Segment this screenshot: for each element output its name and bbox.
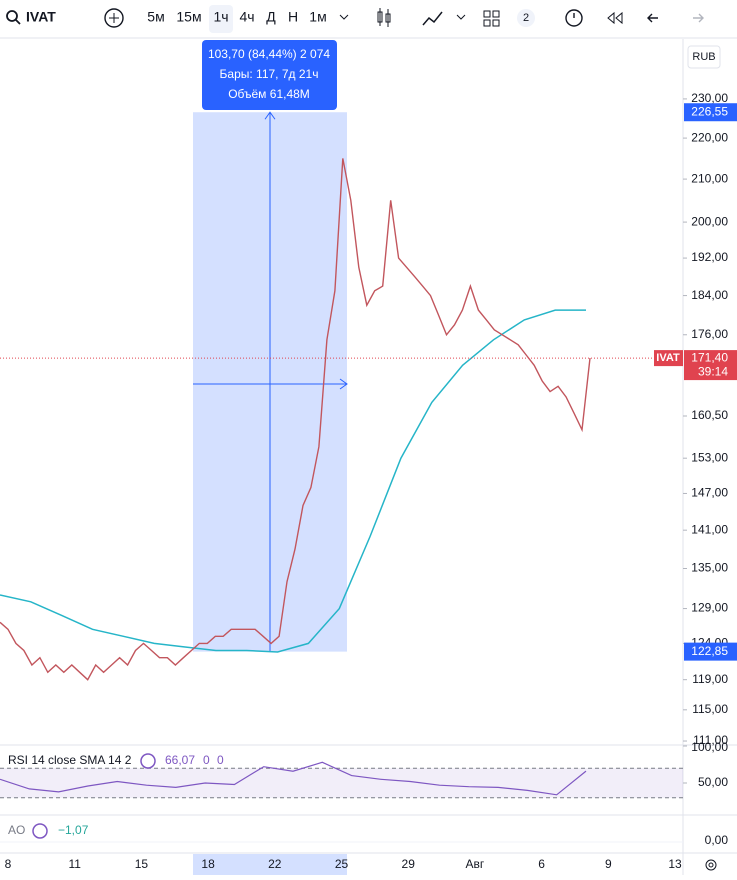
- rsi-icon: [140, 753, 156, 769]
- x-tick-label: 29: [402, 857, 416, 871]
- intervals-menu[interactable]: [339, 14, 349, 20]
- y-tick-label: 192,00: [691, 250, 728, 264]
- y-tick-label: 176,00: [691, 327, 728, 341]
- ao-tick-label: 0,00: [705, 833, 729, 847]
- symbol[interactable]: IVAT: [26, 9, 56, 25]
- ao-icon: [32, 823, 48, 839]
- x-tick-label: 15: [135, 857, 149, 871]
- y-tick-label: 160,50: [691, 408, 728, 422]
- rsi-param: 0: [203, 753, 210, 767]
- settings[interactable]: [705, 859, 717, 871]
- price-axis: [683, 39, 737, 875]
- measure-price-tag: [684, 642, 737, 661]
- x-tick-label: 13: [668, 857, 682, 871]
- countdown: 39:14: [698, 364, 728, 378]
- ao-title: AO: [8, 823, 25, 837]
- currency-button[interactable]: [687, 45, 721, 69]
- interval[interactable]: 1ч: [213, 9, 228, 25]
- layout-badge[interactable]: [517, 9, 535, 27]
- measure-price-tag: [684, 103, 737, 122]
- indicators[interactable]: [422, 11, 443, 26]
- rsi-line: [0, 761, 587, 796]
- redo[interactable]: [693, 13, 704, 23]
- last-price-label: 171,40: [691, 350, 728, 364]
- undo[interactable]: [647, 13, 658, 23]
- y-tick-label: 220,00: [691, 130, 728, 144]
- last-price-tag: [684, 350, 737, 381]
- x-tick-label: 11: [68, 857, 81, 871]
- measure-arrow: [264, 111, 276, 120]
- y-tick-label: 119,00: [692, 672, 728, 686]
- y-tick-label: 135,00: [691, 561, 728, 575]
- alert[interactable]: [565, 9, 583, 27]
- moving-average: [0, 309, 586, 653]
- indicators-menu[interactable]: [456, 14, 466, 20]
- replay[interactable]: [607, 11, 623, 25]
- x-tick-label: 22: [268, 857, 282, 871]
- y-tick-label: 210,00: [691, 171, 728, 185]
- rsi-param: 0: [217, 753, 224, 767]
- measure-text: Бары: 117, 7д 21ч: [220, 67, 319, 81]
- measure-text: Объём 61,48M: [228, 87, 310, 101]
- rsi-title: RSI 14 close SMA 14 2: [8, 753, 132, 767]
- rsi-tick-label: 100,00: [691, 740, 728, 754]
- y-tick-label: 141,00: [691, 522, 728, 536]
- y-tick-label: 129,00: [691, 601, 728, 615]
- x-tick-label: 18: [201, 857, 215, 871]
- y-tick-label: 147,00: [691, 486, 728, 500]
- symbol-tag: [654, 350, 683, 367]
- y-tick-label: 115,00: [692, 702, 728, 716]
- rsi-tick-label: 50,00: [698, 775, 728, 789]
- y-tick-label: 200,00: [691, 214, 728, 228]
- measure-price-label: 226,55: [691, 104, 728, 118]
- price-line: [0, 158, 591, 681]
- rsi-band: [0, 768, 683, 798]
- search-icon[interactable]: [6, 10, 21, 25]
- interval-active: [209, 5, 233, 33]
- interval[interactable]: 4ч: [239, 9, 254, 25]
- y-tick-label: 184,00: [691, 288, 728, 302]
- add-symbol[interactable]: [104, 8, 124, 28]
- x-tick-label: 9: [605, 857, 612, 871]
- x-tick-label: 8: [5, 857, 12, 871]
- toolbar: [0, 0, 737, 38]
- interval[interactable]: 1м: [309, 9, 326, 25]
- interval[interactable]: Н: [288, 9, 298, 25]
- y-tick-label: 111,00: [693, 733, 728, 747]
- interval[interactable]: 5м: [147, 9, 164, 25]
- ao-value: −1,07: [58, 823, 89, 837]
- x-tick-label: Авг: [466, 857, 485, 871]
- time-range-highlight: [193, 854, 347, 875]
- interval[interactable]: Д: [266, 9, 276, 25]
- symbol-tag-label: IVAT: [656, 352, 680, 364]
- layout-count: 2: [523, 12, 529, 24]
- chart-type[interactable]: [377, 8, 391, 27]
- layouts[interactable]: [483, 10, 500, 27]
- x-tick-label: 25: [335, 857, 349, 871]
- y-tick-label: 153,00: [691, 450, 728, 464]
- interval[interactable]: 15м: [176, 9, 201, 25]
- measure-text: 103,70 (84,44%) 2 074: [208, 47, 330, 61]
- rsi-value: 66,07: [165, 753, 195, 767]
- y-tick-label: 230,00: [691, 91, 728, 105]
- measure-tooltip: [202, 40, 337, 110]
- x-tick-label: 6: [538, 857, 545, 871]
- currency: RUB: [692, 51, 715, 63]
- measure-arrow: [339, 378, 348, 390]
- measure-price-label: 122,85: [691, 644, 728, 658]
